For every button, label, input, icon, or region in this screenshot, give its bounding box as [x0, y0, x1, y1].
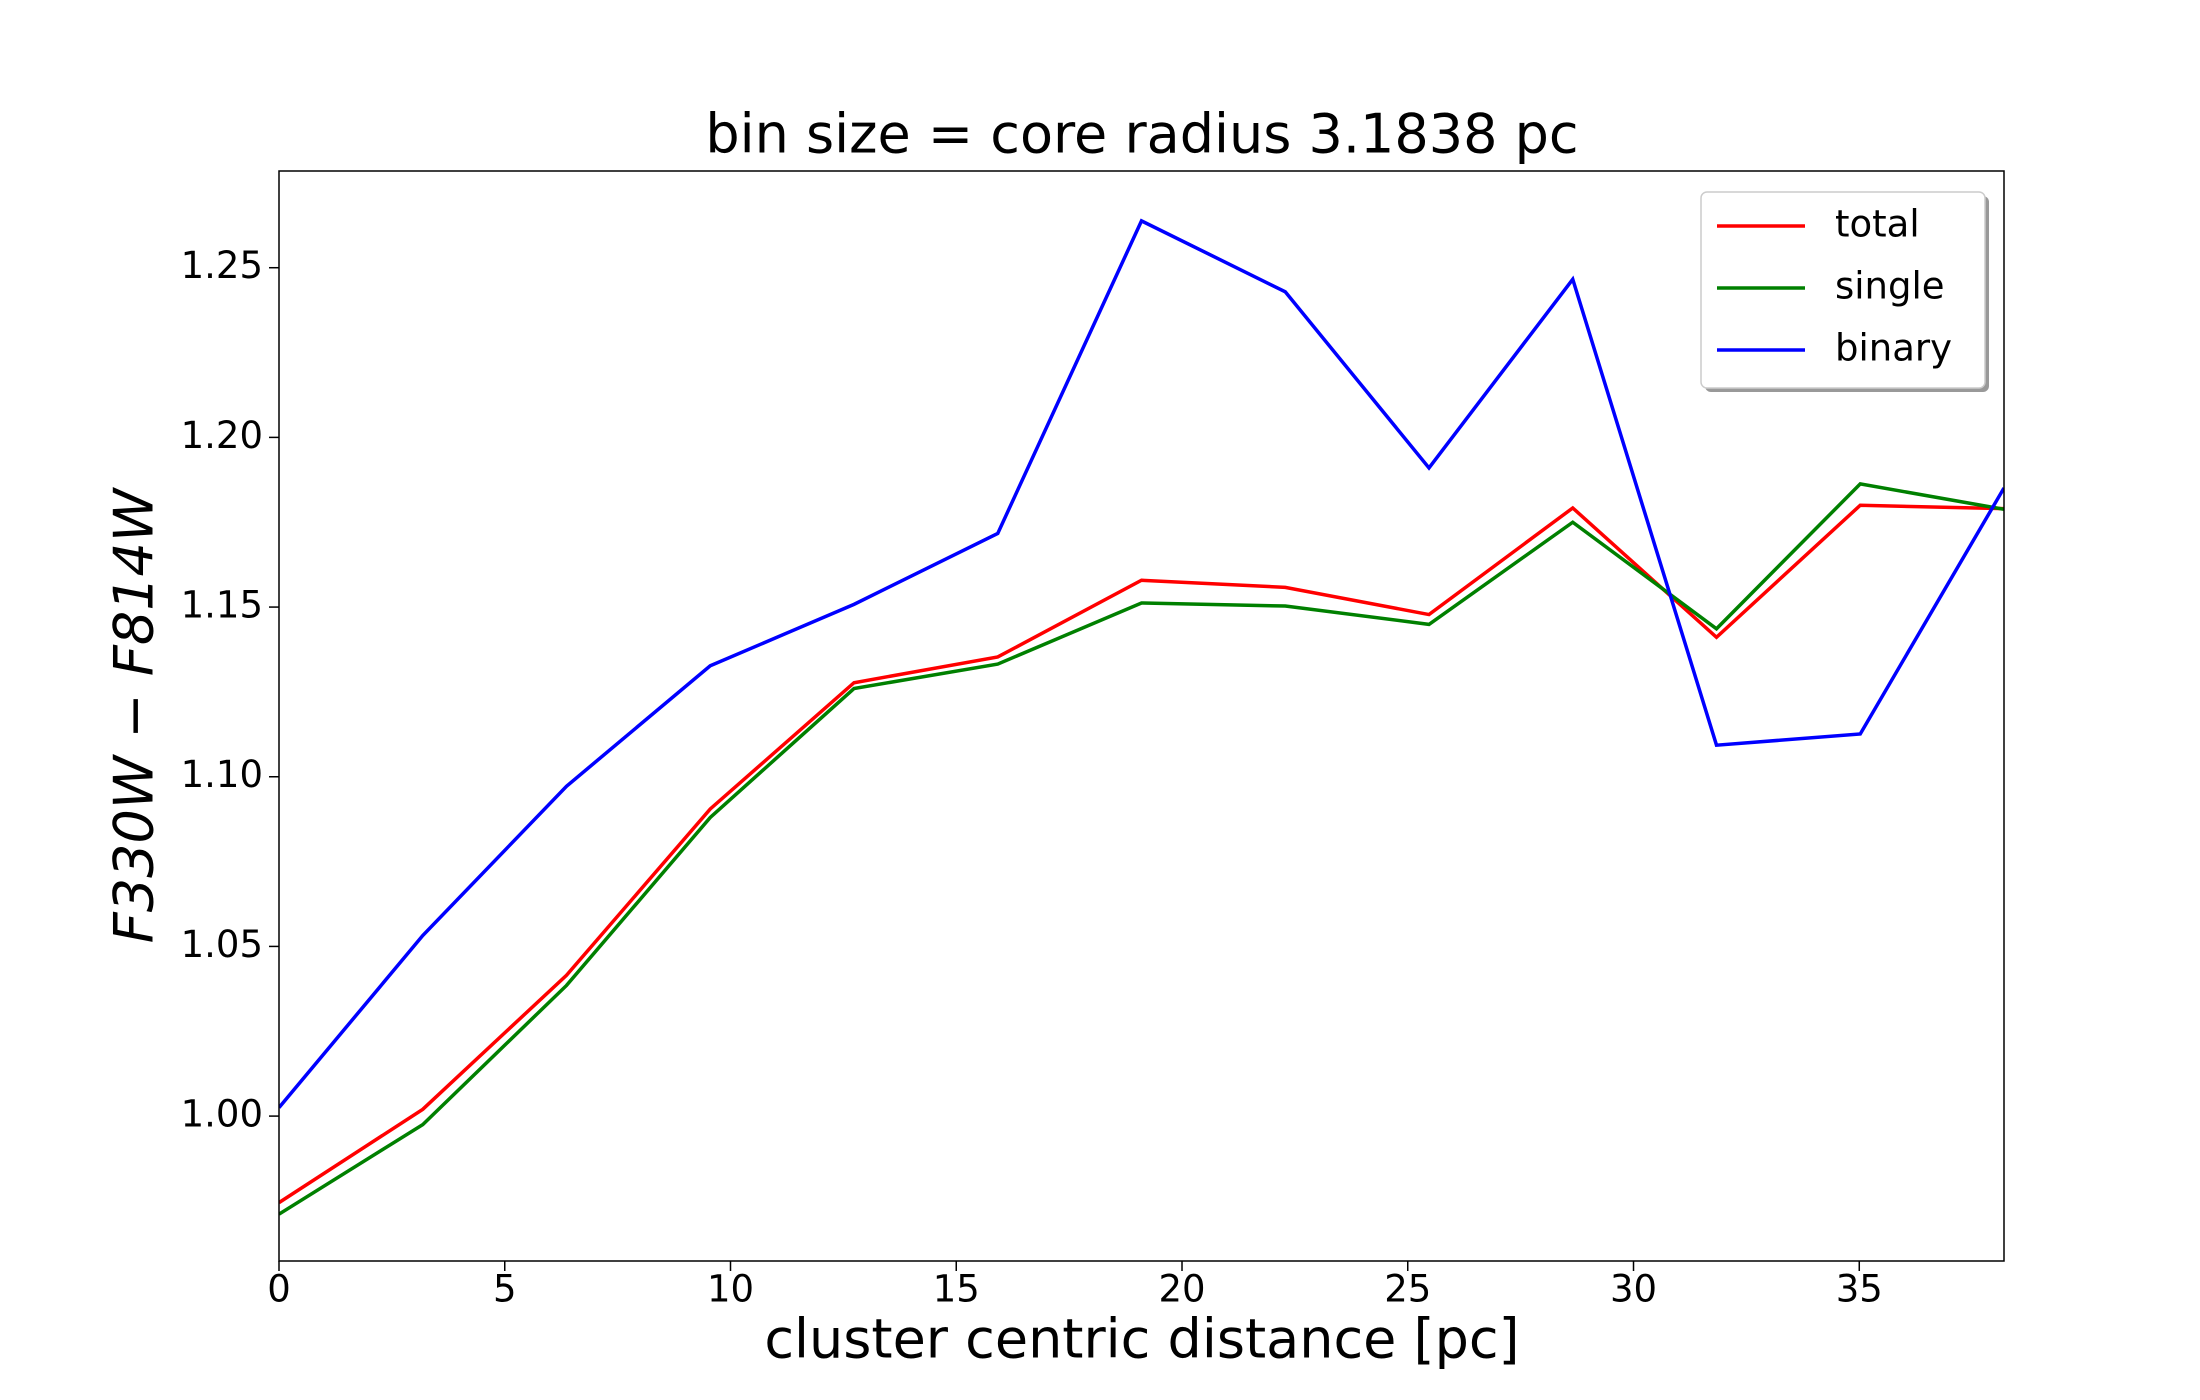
legend-label: single — [1835, 265, 1945, 308]
x-tick-label: 5 — [493, 1268, 517, 1311]
y-tick-label: 1.05 — [181, 923, 263, 966]
data-line — [279, 503, 2004, 1205]
data-line — [279, 218, 2004, 1109]
y-tick-label: 1.25 — [181, 244, 263, 287]
chart-title: bin size = core radius 3.1838 pc — [705, 103, 1578, 166]
y-tick-label: 1.15 — [181, 584, 263, 627]
data-line — [279, 482, 2004, 1216]
y-tick-label: 1.10 — [181, 753, 263, 796]
y-tick-label: 1.00 — [181, 1093, 263, 1136]
x-axis-label: cluster centric distance [pc] — [764, 1308, 1519, 1371]
legend-box — [1700, 191, 1986, 389]
x-tick-label: 35 — [1836, 1268, 1883, 1311]
legend-label: binary — [1835, 327, 1952, 370]
plot-frame — [278, 170, 2005, 1262]
x-tick-label: 30 — [1610, 1268, 1657, 1311]
x-tick-label: 10 — [707, 1268, 754, 1311]
x-tick-label: 15 — [933, 1268, 980, 1311]
legend-label: total — [1835, 203, 1920, 246]
y-tick-label: 1.20 — [181, 414, 263, 457]
x-tick-label: 0 — [267, 1268, 291, 1311]
x-tick-label: 20 — [1158, 1268, 1205, 1311]
y-axis-label: F330W − F814W — [103, 486, 166, 943]
x-tick-label: 25 — [1384, 1268, 1431, 1311]
